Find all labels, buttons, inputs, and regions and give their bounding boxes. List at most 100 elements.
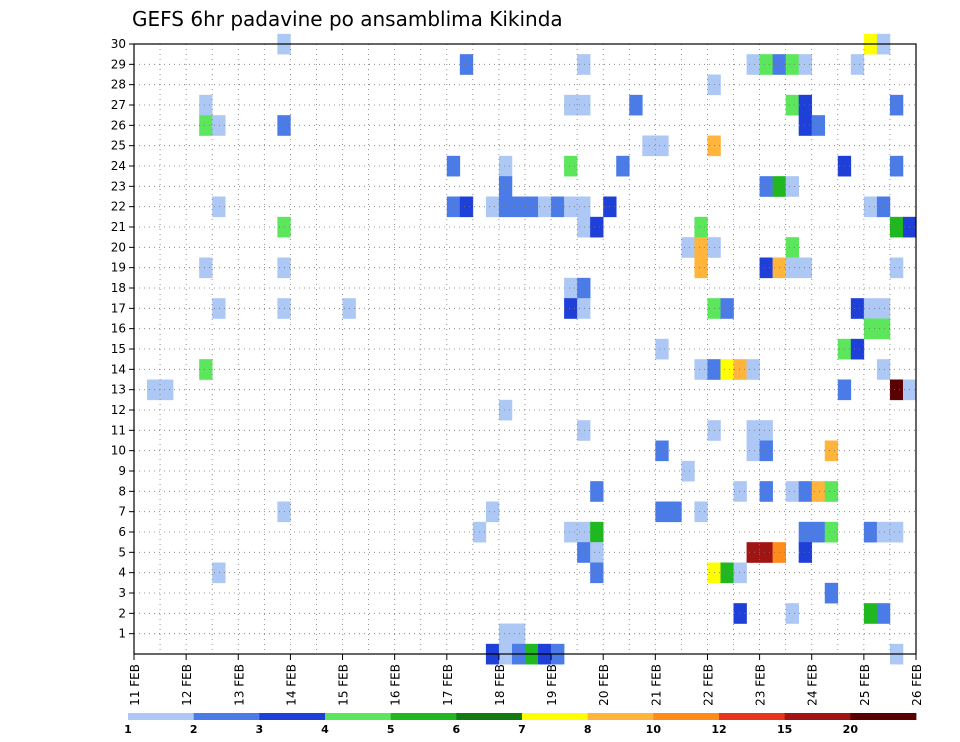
precip-cell — [694, 359, 708, 380]
y-tick-label: 26 — [111, 118, 126, 132]
precip-cell — [785, 176, 799, 197]
precip-cell — [564, 155, 578, 177]
precip-cell — [564, 94, 578, 116]
precip-cell — [759, 257, 773, 279]
precip-cell — [863, 318, 878, 340]
legend-label: 8 — [584, 723, 592, 736]
precip-cell — [824, 440, 839, 462]
x-tick-label: 17 FEB — [441, 664, 455, 706]
precip-cell — [876, 318, 891, 340]
precip-cell — [577, 54, 591, 75]
y-tick-label: 2 — [118, 606, 126, 620]
precip-cell — [785, 54, 799, 75]
legend-label: 20 — [843, 723, 859, 736]
legend-swatch — [522, 713, 589, 720]
legend-swatch — [259, 713, 326, 720]
precip-cell — [733, 603, 747, 624]
precip-cell — [811, 115, 826, 136]
precip-cell — [212, 115, 226, 136]
precip-cell — [889, 379, 904, 401]
x-tick-label: 14 FEB — [284, 664, 298, 706]
precip-cell — [759, 440, 773, 462]
precip-cell — [785, 603, 799, 624]
y-tick-label: 20 — [111, 240, 126, 254]
y-tick-label: 27 — [111, 98, 126, 112]
grid-layer — [134, 43, 916, 654]
y-tick-label: 11 — [111, 423, 126, 437]
y-tick-label: 15 — [111, 342, 126, 356]
y-tick-label: 21 — [111, 220, 126, 234]
precip-cell — [733, 562, 747, 584]
y-tick-label: 19 — [111, 261, 126, 275]
precip-cell — [564, 521, 578, 543]
precip-cell — [616, 155, 630, 177]
precip-cell — [720, 359, 734, 380]
precip-cell — [577, 216, 591, 238]
precip-cell — [511, 196, 526, 218]
precip-cell — [876, 196, 891, 218]
precip-cell — [199, 257, 213, 279]
precip-cell — [733, 481, 747, 502]
precip-cell — [876, 298, 891, 319]
legend-swatch — [653, 713, 720, 720]
x-tick-label: 26 FEB — [910, 664, 924, 706]
precip-cell — [889, 521, 904, 543]
x-tick-label: 24 FEB — [806, 664, 820, 706]
precip-cell — [759, 481, 773, 502]
precip-cell — [551, 196, 565, 218]
precip-cell — [498, 623, 513, 645]
y-tick-label: 10 — [111, 444, 126, 458]
precip-cell — [746, 542, 760, 563]
precip-cell — [798, 94, 813, 116]
precip-cell — [798, 521, 813, 543]
y-tick-label: 23 — [111, 179, 126, 193]
legend-label: 15 — [777, 723, 792, 736]
precip-cell — [199, 359, 213, 380]
precip-cell — [863, 603, 878, 624]
precip-cell — [212, 196, 226, 218]
y-tick-label: 30 — [111, 37, 126, 51]
legend-label: 1 — [124, 723, 132, 736]
precip-cell — [668, 501, 682, 523]
precip-cell — [785, 481, 799, 502]
precip-cell — [485, 501, 500, 523]
precip-cell — [199, 94, 213, 116]
legend-swatch — [719, 713, 786, 720]
chart-title: GEFS 6hr padavine po ansamblima Kikinda — [132, 7, 563, 31]
precip-cell — [577, 298, 591, 319]
precip-cell — [746, 359, 760, 380]
x-tick-label: 18 FEB — [493, 664, 507, 706]
y-tick-label: 16 — [111, 322, 126, 336]
legend-swatch — [456, 713, 523, 720]
precip-cell — [485, 196, 500, 218]
precip-cell — [498, 196, 513, 218]
precip-cell — [720, 298, 734, 319]
x-tick-label: 19 FEB — [545, 664, 559, 706]
precip-cell — [577, 196, 591, 218]
precip-cell — [577, 521, 591, 543]
legend-label: 10 — [646, 723, 662, 736]
precip-cell — [564, 277, 578, 299]
precip-cell — [733, 359, 747, 380]
y-tick-label: 29 — [111, 57, 126, 71]
precip-cell — [446, 155, 461, 177]
precip-cell — [459, 196, 474, 218]
y-tick-label: 14 — [111, 362, 126, 376]
x-tick-label: 25 FEB — [858, 664, 872, 706]
x-tick-label: 20 FEB — [597, 664, 611, 706]
precip-cell — [212, 562, 226, 584]
x-tick-label: 12 FEB — [180, 664, 194, 706]
precip-cell — [590, 562, 604, 584]
legend-swatch — [587, 713, 654, 720]
y-tick-label: 25 — [111, 139, 126, 153]
legend-swatch — [390, 713, 457, 720]
y-tick-label: 6 — [118, 525, 126, 539]
precip-cell — [824, 521, 839, 543]
x-tick-label: 16 FEB — [389, 664, 403, 706]
precip-cell — [681, 460, 695, 482]
precip-cell — [759, 420, 773, 441]
legend: 1 2 3 4 5 6 7 8 10 12 15 20 — [124, 713, 917, 736]
precip-cell — [850, 298, 865, 319]
precip-cell — [863, 298, 878, 319]
precip-cell — [863, 521, 878, 543]
